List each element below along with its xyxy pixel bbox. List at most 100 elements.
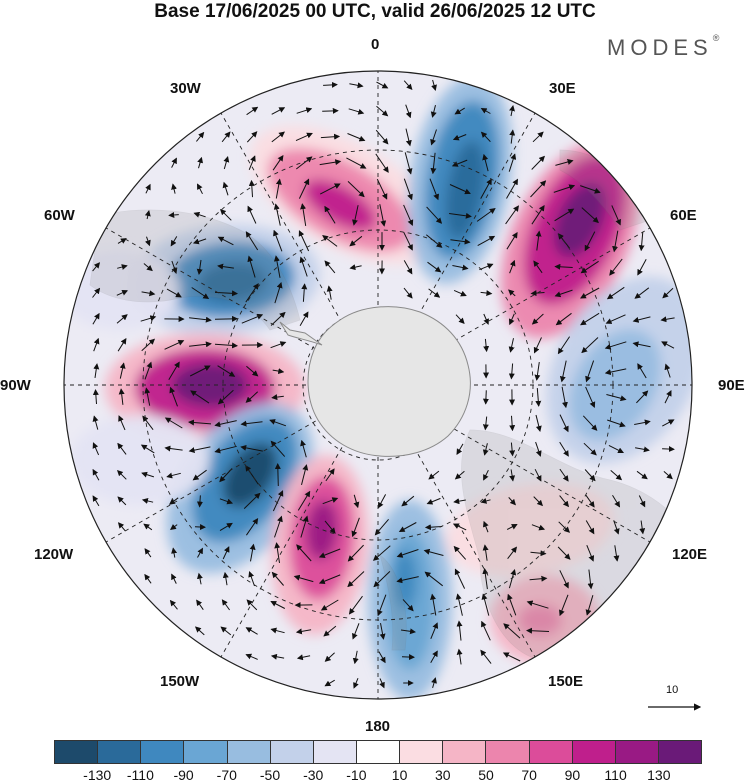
wind-arrow — [275, 178, 282, 199]
wind-arrow — [322, 234, 338, 247]
wind-arrow — [376, 178, 388, 200]
wind-arrow — [451, 159, 468, 167]
wind-arrow — [530, 550, 547, 557]
wind-arrow — [587, 569, 594, 590]
wind-arrow — [373, 571, 391, 588]
wind-arrow — [270, 601, 286, 609]
wind-arrow — [92, 389, 99, 405]
wind-arrow — [663, 471, 673, 480]
wind-arrow — [483, 469, 489, 481]
wind-arrow — [482, 567, 489, 590]
wind-arrow — [636, 470, 648, 480]
lon-label-0: 0 — [371, 36, 380, 53]
wind-arrow — [396, 576, 419, 584]
wind-arrow — [476, 208, 496, 222]
wind-arrow — [117, 442, 127, 455]
anomaly-cell — [553, 182, 607, 258]
wind-arrow — [508, 289, 516, 297]
wind-arrow — [508, 363, 515, 380]
wind-arrow — [245, 627, 258, 635]
colorbar-swatch — [399, 741, 443, 763]
colorbar-swatch — [528, 741, 572, 763]
wind-arrow — [453, 289, 467, 297]
wind-arrow — [351, 517, 360, 538]
wind-arrow — [320, 599, 339, 611]
wind-arrow — [169, 386, 178, 407]
wind-arrow — [92, 415, 99, 430]
wind-arrow — [429, 178, 439, 201]
wind-arrow — [664, 390, 672, 404]
wind-arrow — [662, 419, 675, 427]
wind-arrow — [479, 263, 494, 271]
wind-arrow — [581, 337, 599, 354]
lon-label-120e: 120E — [672, 546, 708, 563]
wind-arrow — [378, 651, 386, 664]
wind-arrow — [531, 524, 546, 531]
wind-arrow — [197, 156, 203, 169]
wind-arrow — [636, 390, 649, 404]
wind-arrow — [430, 593, 437, 616]
wind-arrow — [559, 594, 569, 617]
wind-arrow — [247, 255, 256, 278]
wind-arrow — [582, 415, 598, 431]
wind-arrow — [323, 81, 338, 88]
wind-arrow — [661, 341, 675, 349]
wind-arrow — [557, 546, 571, 560]
wind-arrow — [272, 490, 284, 512]
wind-arrow — [217, 365, 236, 377]
wind-arrow — [222, 571, 229, 586]
wind-arrow — [637, 363, 647, 379]
wind-arrow — [526, 627, 550, 634]
wind-arrow — [346, 157, 367, 169]
wind-arrow — [507, 593, 517, 616]
wind-arrow — [189, 341, 212, 348]
wind-arrow — [324, 679, 335, 687]
anomaly-cell — [569, 329, 661, 441]
anomaly-cell — [222, 442, 278, 508]
lon-label-60w: 60W — [44, 207, 75, 224]
colorbar-swatch — [571, 741, 615, 763]
colorbar-tick-label: -10 — [346, 767, 367, 783]
wind-arrow — [585, 494, 595, 508]
wind-arrow — [246, 599, 258, 611]
brand-text: MODES — [607, 35, 713, 60]
wind-arrow — [456, 620, 463, 641]
wind-arrow — [376, 81, 389, 89]
colorbar-tick-label: 50 — [478, 767, 494, 783]
wind-arrow — [171, 547, 178, 558]
colorbar-tick-label: -130 — [83, 767, 112, 783]
colorbar-tick-labels: -130 -110 -90 -70 -50 -30 -10 10 30 50 70 90 110 130 — [54, 767, 702, 783]
wind-arrow — [219, 498, 234, 505]
wind-arrow — [481, 593, 490, 616]
wind-arrow — [483, 313, 489, 325]
wind-arrow — [221, 131, 231, 143]
wind-arrow — [189, 316, 212, 323]
wind-arrow — [509, 259, 516, 274]
wind-arrow — [240, 420, 263, 427]
wind-arrow — [403, 260, 413, 275]
colorbar-swatch — [97, 741, 141, 763]
wind-arrow — [637, 259, 647, 276]
wind-arrow — [274, 463, 281, 487]
wind-arrow — [453, 545, 467, 560]
wind-arrow — [217, 236, 234, 246]
wind-arrow — [301, 464, 309, 486]
colorbar-tick-label: 10 — [391, 767, 408, 783]
lon-label-30e: 30E — [549, 80, 576, 97]
wind-arrow — [217, 389, 234, 405]
wind-arrow — [214, 420, 237, 428]
wind-arrow — [580, 260, 599, 274]
wind-arrow — [140, 315, 157, 322]
wind-arrow — [214, 315, 238, 322]
wind-arrow — [324, 260, 336, 274]
wind-arrow — [191, 287, 210, 300]
wind-arrow — [298, 178, 310, 199]
wind-arrow — [584, 231, 596, 252]
wind-arrow — [404, 152, 413, 175]
wind-arrow — [405, 128, 412, 147]
wind-arrow — [453, 498, 466, 505]
modes-logo: MODES® — [607, 33, 719, 61]
wind-arrow — [349, 82, 364, 89]
wind-arrow — [166, 288, 182, 298]
wind-arrow — [531, 155, 545, 170]
